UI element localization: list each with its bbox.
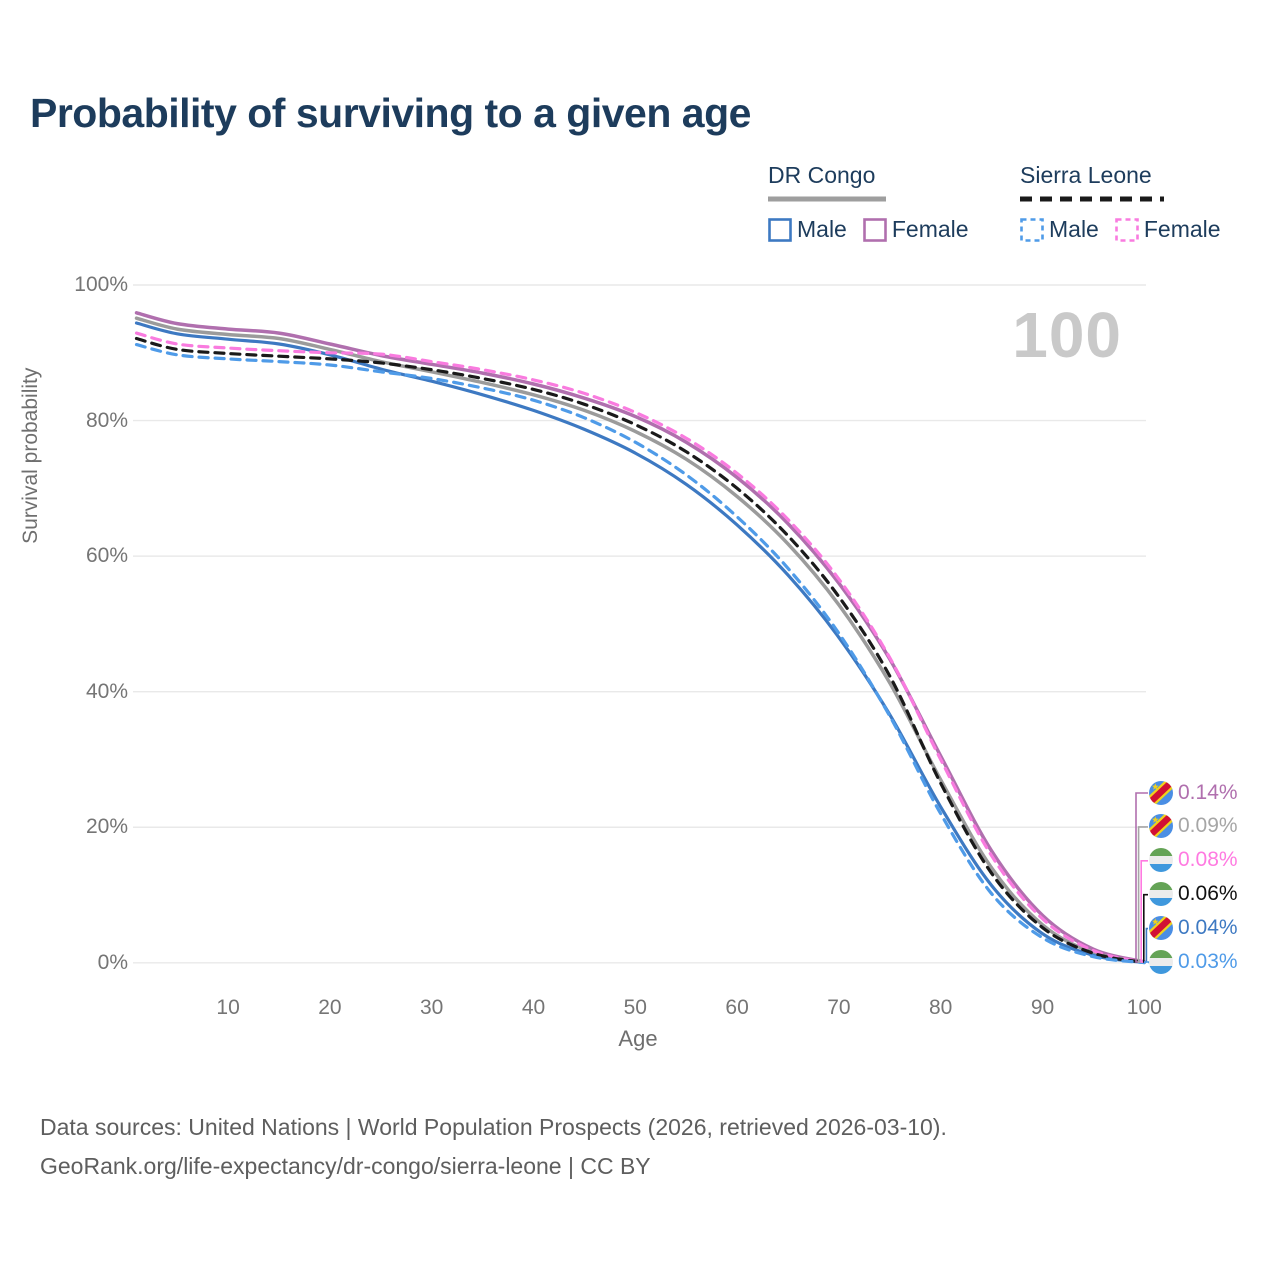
end-label: 0.09% <box>1149 814 1238 839</box>
legend-swatch-icon <box>768 217 792 242</box>
legend-item-label: Female <box>891 216 969 242</box>
x-tick-label: 50 <box>623 996 647 1019</box>
y-tick-label: 80% <box>85 408 128 432</box>
legend-item-drc-male[interactable]: Male <box>768 216 847 243</box>
end-label-leader-line <box>1143 893 1148 963</box>
end-label-leader-line <box>1144 961 1150 964</box>
end-label-value: 0.04% <box>1178 916 1238 940</box>
legend-item-label: Male <box>1049 216 1099 242</box>
watermark-age-value: 100 <box>1012 299 1122 371</box>
dr-congo-flag-icon <box>1149 814 1173 839</box>
legend-underline-dashed <box>1020 196 1164 202</box>
y-tick-label: 60% <box>85 544 128 568</box>
x-tick-label: 80 <box>929 996 953 1019</box>
series-line <box>134 321 1146 965</box>
legend-item-label: Male <box>797 216 847 242</box>
y-tick-label: 20% <box>85 815 128 839</box>
y-tick-label: 0% <box>97 950 128 974</box>
end-label-value: 0.06% <box>1178 882 1238 906</box>
end-label: 0.08% <box>1149 848 1238 873</box>
series-line <box>134 316 1147 964</box>
legend-swatch-icon <box>863 217 887 242</box>
x-tick-label: 60 <box>725 996 749 1019</box>
legend-group-dr-congo: DR Congo Male Female <box>768 162 969 243</box>
end-label: 0.14% <box>1149 780 1238 805</box>
end-label-value: 0.08% <box>1178 848 1238 872</box>
x-tick-label: 40 <box>521 996 546 1019</box>
x-tick-label: 20 <box>318 996 342 1019</box>
x-tick-label: 90 <box>1030 996 1055 1019</box>
end-label-value: 0.03% <box>1178 950 1238 973</box>
series-line <box>134 331 1146 964</box>
end-label: 0.03% <box>1149 950 1238 974</box>
legend-group-sierra-leone: Sierra Leone Male Female <box>1020 162 1221 243</box>
legend-underline-solid <box>768 196 886 202</box>
dr-congo-flag-icon <box>1149 916 1173 941</box>
legend-item-sl-female[interactable]: Female <box>1115 216 1221 243</box>
y-tick-label: 40% <box>85 679 128 703</box>
y-axis-title: Survival probability <box>19 367 42 544</box>
legend-item-label: Female <box>1143 216 1221 242</box>
chart-title: Probability of surviving to a given age <box>30 90 751 136</box>
end-label-leader-line <box>1140 860 1148 963</box>
legend-item-drc-female[interactable]: Female <box>863 216 969 243</box>
legend-item-sl-male[interactable]: Male <box>1020 216 1099 243</box>
footer-data-sources: Data sources: United Nations | World Pop… <box>40 1114 947 1140</box>
series-line <box>134 311 1147 964</box>
footer-attribution: GeoRank.org/life-expectancy/dr-congo/sie… <box>40 1153 651 1179</box>
x-tick-label: 100 <box>1126 996 1162 1019</box>
series-line <box>134 343 1146 965</box>
legend-group-label: Sierra Leone <box>1020 162 1152 188</box>
legend-group-label: DR Congo <box>768 162 876 188</box>
end-label-value: 0.09% <box>1178 814 1238 838</box>
sierra-leone-flag-icon <box>1149 882 1173 907</box>
y-tick-label: 100% <box>74 273 128 296</box>
x-tick-label: 70 <box>827 996 851 1019</box>
legend-swatch-icon <box>1115 217 1139 242</box>
x-tick-label: 30 <box>420 996 444 1019</box>
end-label: 0.04% <box>1149 916 1238 941</box>
dr-congo-flag-icon <box>1149 780 1173 805</box>
footer: Data sources: United Nations | World Pop… <box>40 1108 947 1186</box>
sierra-leone-flag-icon <box>1149 848 1173 873</box>
end-label-value: 0.14% <box>1178 780 1238 804</box>
sierra-leone-flag-icon <box>1149 950 1173 974</box>
x-tick-label: 10 <box>216 996 240 1019</box>
x-axis-title: Age <box>618 1026 658 1051</box>
end-label: 0.06% <box>1149 882 1238 907</box>
legend-swatch-icon <box>1020 217 1044 242</box>
